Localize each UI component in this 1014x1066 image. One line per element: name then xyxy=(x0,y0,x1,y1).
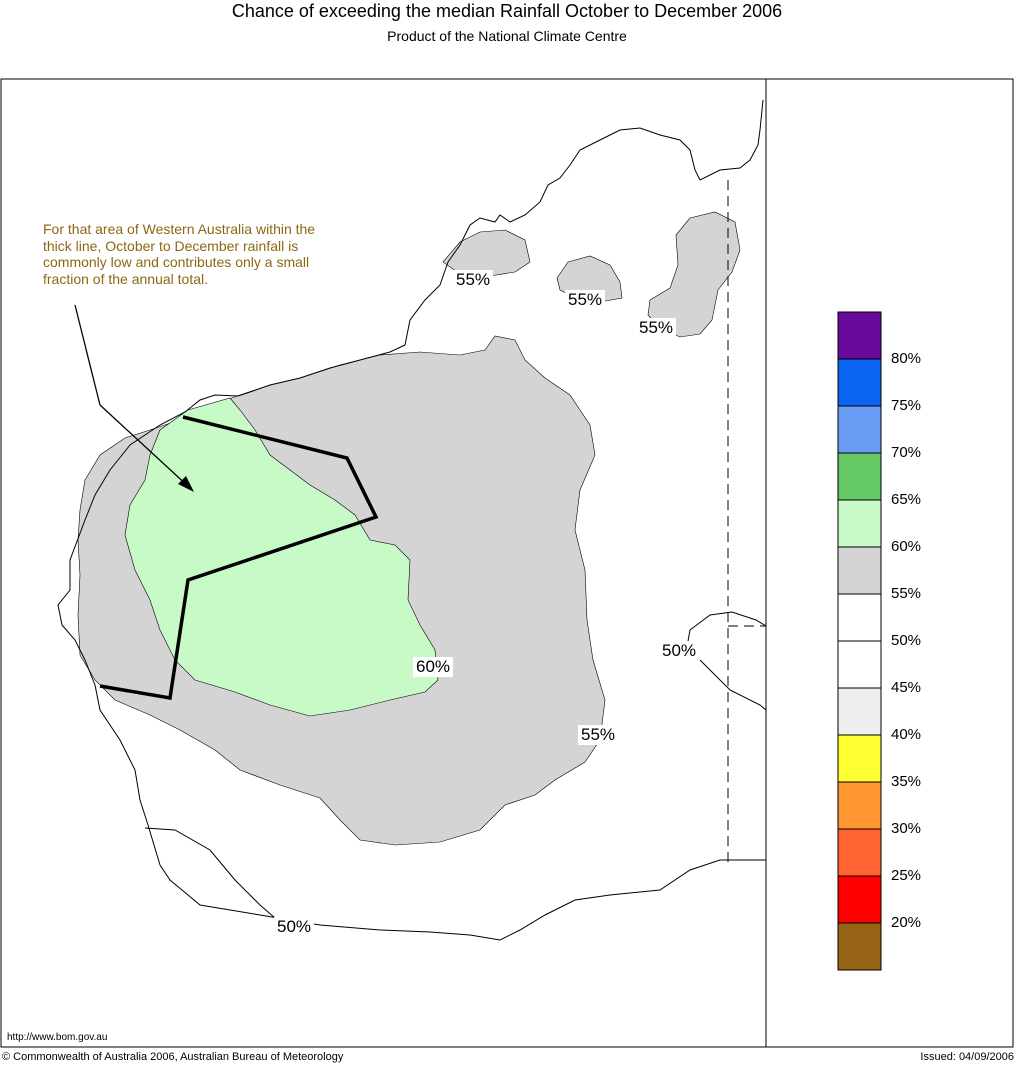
legend-color-scale xyxy=(837,311,882,971)
legend-label: 50% xyxy=(891,632,922,649)
legend-swatch xyxy=(837,452,882,501)
source-url: http://www.bom.gov.au xyxy=(7,1032,108,1043)
contour-50-south xyxy=(144,827,276,919)
contour-label-60: 60% xyxy=(413,657,454,677)
legend-swatch xyxy=(837,311,882,360)
contour-50-east xyxy=(684,611,767,659)
contour-label-50: 50% xyxy=(274,917,315,937)
zone-60 xyxy=(124,397,439,717)
legend-label: 30% xyxy=(891,820,922,837)
legend-swatch xyxy=(837,546,882,595)
legend-swatch xyxy=(837,405,882,454)
legend-swatch xyxy=(837,828,882,877)
issued-date: Issued: 04/09/2006 xyxy=(920,1051,1014,1063)
legend-label: 80% xyxy=(891,350,922,367)
contour-50-east2 xyxy=(699,659,767,711)
legend-label: 35% xyxy=(891,773,922,790)
thick-boundary-line xyxy=(99,415,379,701)
legend-swatch xyxy=(837,593,882,642)
coastline-south xyxy=(94,684,766,941)
legend-label: 70% xyxy=(891,444,922,461)
legend-label: 65% xyxy=(891,491,922,508)
annotation-arrow-line-1 xyxy=(74,304,101,406)
contour-label-55: 55% xyxy=(578,725,619,745)
legend-label: 40% xyxy=(891,726,922,743)
legend-label: 60% xyxy=(891,538,922,555)
legend-label: 20% xyxy=(891,914,922,931)
contour-label-55: 55% xyxy=(565,290,606,310)
legend-label: 55% xyxy=(891,585,922,602)
annotation-arrowhead xyxy=(178,476,194,492)
legend-swatch xyxy=(837,499,882,548)
chart-subtitle: Product of the National Climate Centre xyxy=(387,28,627,44)
annotation-arrow-line-2 xyxy=(99,404,191,489)
legend-swatch xyxy=(837,875,882,924)
annotation-text: For that area of Western Australia withi… xyxy=(43,221,316,287)
contour-label-55: 55% xyxy=(636,318,677,338)
chart-title: Chance of exceeding the median Rainfall … xyxy=(231,1,783,21)
contour-label-50: 50% xyxy=(659,641,700,661)
legend-swatch xyxy=(837,687,882,736)
contour-label-55: 55% xyxy=(453,270,494,290)
coastline xyxy=(57,99,764,686)
legend-swatch xyxy=(837,358,882,407)
legend-label: 45% xyxy=(891,679,922,696)
legend-swatch xyxy=(837,640,882,689)
legend-swatch xyxy=(837,781,882,830)
copyright-notice: © Commonwealth of Australia 2006, Austra… xyxy=(2,1051,344,1063)
legend-label: 75% xyxy=(891,397,922,414)
legend-label: 25% xyxy=(891,867,922,884)
legend-swatch xyxy=(837,734,882,783)
map-frame xyxy=(0,78,1014,1048)
legend-swatch xyxy=(837,922,882,971)
